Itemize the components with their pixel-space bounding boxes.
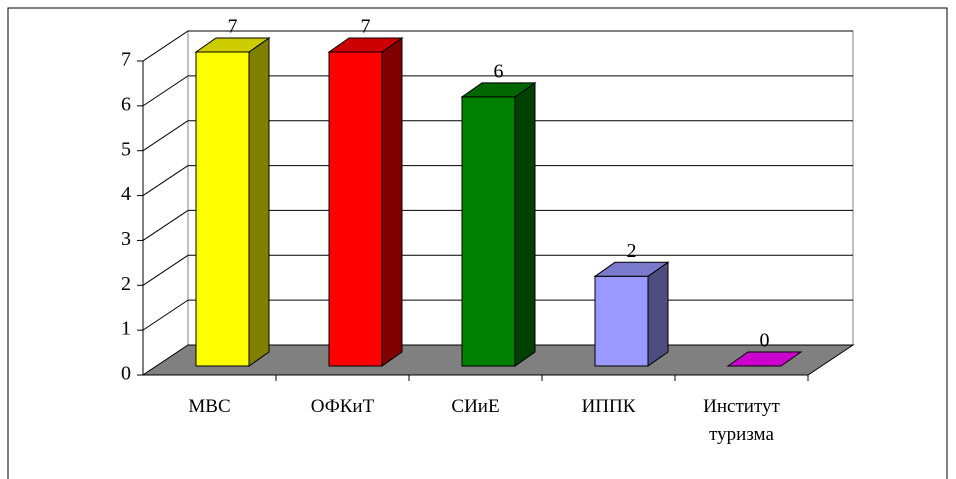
- bar: [328, 51, 383, 367]
- x-tick-label: СИиЕ: [451, 396, 500, 417]
- side-wall: [142, 30, 189, 376]
- bar-side: [514, 81, 536, 367]
- x-tick-label: МВС: [188, 396, 231, 417]
- y-tick-label: 2: [121, 273, 131, 295]
- y-tick-label: 4: [121, 183, 131, 205]
- bar-top: [593, 261, 670, 277]
- bar: [594, 275, 649, 367]
- y-tick-label: 0: [121, 363, 131, 385]
- bar-top: [327, 37, 404, 53]
- bar-top: [726, 351, 803, 367]
- y-tick-label: 6: [121, 93, 131, 115]
- data-label: 7: [228, 16, 238, 38]
- grid-line: [142, 254, 189, 286]
- y-tick-label: 7: [121, 49, 131, 71]
- x-tick-label: ИППК: [581, 396, 636, 417]
- grid-line: [142, 210, 189, 241]
- data-label: 2: [627, 240, 637, 262]
- x-tick-label: Институт туризма: [703, 396, 780, 445]
- grid-line: [142, 30, 189, 62]
- bar-side: [647, 261, 669, 367]
- grid-line: [142, 299, 189, 331]
- y-tick-label: 3: [121, 228, 131, 250]
- x-tick-label: ОФКиТ: [310, 396, 375, 417]
- bar: [461, 96, 516, 367]
- grid-line: [142, 75, 189, 107]
- y-tick-label: 5: [121, 138, 131, 160]
- bar-side: [248, 37, 270, 367]
- frame: [7, 7, 948, 479]
- grid-line: [142, 165, 189, 196]
- data-label: 6: [494, 60, 504, 82]
- y-tick-label: 1: [121, 318, 131, 340]
- bar-top: [460, 82, 537, 98]
- bar: [195, 51, 250, 367]
- grid-line: [142, 120, 189, 152]
- bar-side: [381, 37, 403, 367]
- data-label: 7: [361, 16, 371, 38]
- data-label: 0: [760, 330, 770, 352]
- bar-top: [194, 37, 271, 53]
